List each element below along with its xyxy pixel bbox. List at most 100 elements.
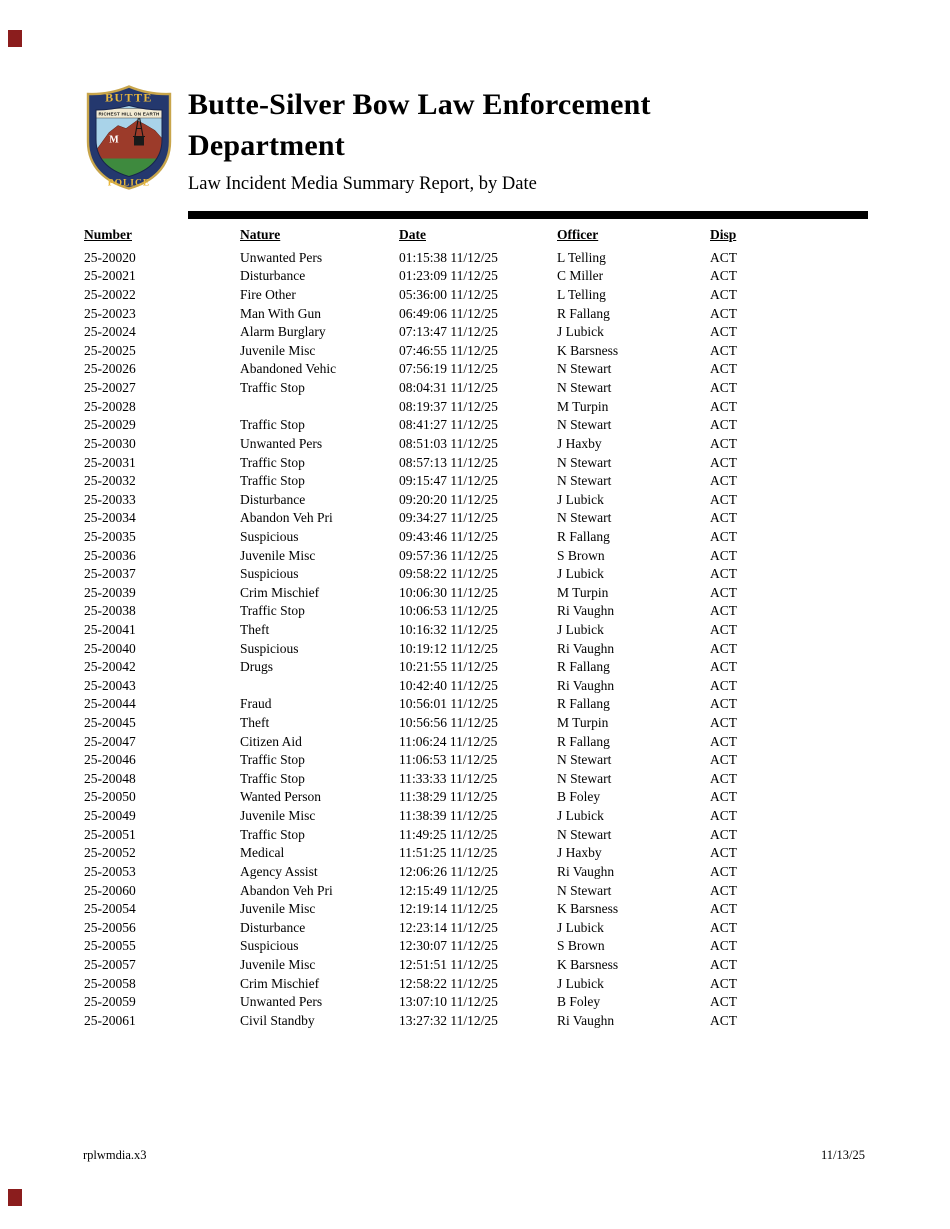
cell-officer: C Miller bbox=[557, 268, 604, 284]
cell-nature: Disturbance bbox=[240, 919, 306, 935]
table-row: 25-20039 Crim Mischief 10:06:30 11/12/25… bbox=[84, 583, 784, 602]
cell-disp: ACT bbox=[710, 956, 737, 972]
cell-officer: B Foley bbox=[557, 994, 601, 1010]
table-row: 25-20036 Juvenile Misc 09:57:36 11/12/25… bbox=[84, 546, 784, 565]
cell-number: 25-20026 bbox=[84, 361, 136, 377]
cell-date: 08:04:31 11/12/25 bbox=[399, 380, 498, 396]
cell-disp: ACT bbox=[710, 677, 737, 693]
cell-disp: ACT bbox=[710, 975, 737, 991]
cell-nature: Medical bbox=[240, 845, 285, 861]
table-row: 25-20037 Suspicious 09:58:22 11/12/25 J … bbox=[84, 564, 784, 583]
cell-number: 25-20037 bbox=[84, 566, 136, 582]
table-row: 25-20035 Suspicious 09:43:46 11/12/25 R … bbox=[84, 527, 784, 546]
table-row: 25-20057 Juvenile Misc 12:51:51 11/12/25… bbox=[84, 955, 784, 974]
table-row: 25-20060 Abandon Veh Pri 12:15:49 11/12/… bbox=[84, 881, 784, 900]
cell-disp: ACT bbox=[710, 361, 737, 377]
table-row: 25-20048 Traffic Stop 11:33:33 11/12/25 … bbox=[84, 769, 784, 788]
cell-nature: Traffic Stop bbox=[240, 826, 305, 842]
cell-date: 12:51:51 11/12/25 bbox=[399, 956, 498, 972]
cell-disp: ACT bbox=[710, 826, 737, 842]
cell-number: 25-20052 bbox=[84, 845, 136, 861]
cell-number: 25-20036 bbox=[84, 547, 136, 563]
cell-number: 25-20029 bbox=[84, 417, 136, 433]
cell-nature: Suspicious bbox=[240, 566, 299, 582]
cell-officer: M Turpin bbox=[557, 715, 609, 731]
cell-number: 25-20022 bbox=[84, 287, 136, 303]
cell-date: 10:16:32 11/12/25 bbox=[399, 621, 498, 637]
table-row: 25-20034 Abandon Veh Pri 09:34:27 11/12/… bbox=[84, 509, 784, 528]
cell-number: 25-20048 bbox=[84, 770, 136, 786]
page-corner-mark-bottom bbox=[8, 1189, 22, 1206]
cell-disp: ACT bbox=[710, 380, 737, 396]
table-row: 25-20043 10:42:40 11/12/25 Ri Vaughn ACT bbox=[84, 676, 784, 695]
table-row: 25-20047 Citizen Aid 11:06:24 11/12/25 R… bbox=[84, 732, 784, 751]
table-row: 25-20032 Traffic Stop 09:15:47 11/12/25 … bbox=[84, 471, 784, 490]
cell-date: 09:43:46 11/12/25 bbox=[399, 528, 498, 544]
cell-number: 25-20061 bbox=[84, 1012, 136, 1028]
cell-date: 11:06:24 11/12/25 bbox=[399, 733, 498, 749]
table-row: 25-20054 Juvenile Misc 12:19:14 11/12/25… bbox=[84, 899, 784, 918]
footer-print-date: 11/13/25 bbox=[821, 1148, 865, 1162]
cell-date: 11:49:25 11/12/25 bbox=[399, 826, 498, 842]
cell-number: 25-20051 bbox=[84, 826, 136, 842]
cell-nature: Juvenile Misc bbox=[240, 342, 316, 358]
table-row: 25-20059 Unwanted Pers 13:07:10 11/12/25… bbox=[84, 992, 784, 1011]
cell-nature: Theft bbox=[240, 621, 270, 637]
cell-number: 25-20057 bbox=[84, 956, 136, 972]
cell-number: 25-20033 bbox=[84, 491, 136, 507]
cell-officer: R Fallang bbox=[557, 528, 610, 544]
column-header-disp: Disp bbox=[710, 227, 737, 242]
cell-date: 01:23:09 11/12/25 bbox=[399, 268, 498, 284]
cell-nature: Juvenile Misc bbox=[240, 956, 316, 972]
cell-disp: ACT bbox=[710, 733, 737, 749]
cell-officer: K Barsness bbox=[557, 342, 619, 358]
cell-date: 08:19:37 11/12/25 bbox=[399, 398, 498, 414]
cell-disp: ACT bbox=[710, 342, 737, 358]
cell-nature: Fraud bbox=[240, 696, 272, 712]
badge-banner-text: RICHEST HILL ON EARTH bbox=[98, 111, 160, 116]
cell-nature: Juvenile Misc bbox=[240, 547, 316, 563]
cell-nature: Traffic Stop bbox=[240, 417, 305, 433]
table-row: 25-20027 Traffic Stop 08:04:31 11/12/25 … bbox=[84, 378, 784, 397]
table-row: 25-20021 Disturbance 01:23:09 11/12/25 C… bbox=[84, 267, 784, 286]
cell-number: 25-20041 bbox=[84, 621, 136, 637]
cell-date: 12:06:26 11/12/25 bbox=[399, 863, 498, 879]
cell-nature: Unwanted Pers bbox=[240, 249, 323, 265]
incident-table: Number Nature Date Officer Disp 25-20020… bbox=[84, 226, 784, 1030]
cell-number: 25-20050 bbox=[84, 789, 136, 805]
cell-officer: J Lubick bbox=[557, 324, 604, 340]
footer-report-id: rplwmdia.x3 bbox=[83, 1148, 147, 1162]
cell-nature: Wanted Person bbox=[240, 789, 322, 805]
cell-number: 25-20043 bbox=[84, 677, 136, 693]
cell-date: 09:57:36 11/12/25 bbox=[399, 547, 498, 563]
cell-number: 25-20023 bbox=[84, 305, 136, 321]
cell-number: 25-20034 bbox=[84, 510, 136, 526]
table-row: 25-20045 Theft 10:56:56 11/12/25 M Turpi… bbox=[84, 713, 784, 732]
cell-officer: Ri Vaughn bbox=[557, 640, 615, 656]
cell-disp: ACT bbox=[710, 715, 737, 731]
cell-number: 25-20045 bbox=[84, 715, 136, 731]
cell-date: 09:20:20 11/12/25 bbox=[399, 491, 498, 507]
cell-officer: N Stewart bbox=[557, 417, 612, 433]
table-row: 25-20040 Suspicious 10:19:12 11/12/25 Ri… bbox=[84, 639, 784, 658]
cell-date: 09:34:27 11/12/25 bbox=[399, 510, 498, 526]
cell-disp: ACT bbox=[710, 845, 737, 861]
cell-number: 25-20028 bbox=[84, 398, 136, 414]
cell-date: 10:56:56 11/12/25 bbox=[399, 715, 498, 731]
incident-table-header-row: Number Nature Date Officer Disp bbox=[84, 226, 784, 248]
cell-number: 25-20021 bbox=[84, 268, 136, 284]
butte-police-badge-logo: M RICHEST HILL ON EARTH BUTTE POLICE bbox=[86, 85, 172, 190]
cell-nature: Traffic Stop bbox=[240, 603, 305, 619]
cell-officer: J Haxby bbox=[557, 435, 602, 451]
cell-officer: Ri Vaughn bbox=[557, 863, 615, 879]
cell-officer: R Fallang bbox=[557, 659, 610, 675]
cell-number: 25-20055 bbox=[84, 938, 136, 954]
cell-nature: Drugs bbox=[240, 659, 273, 675]
badge-top-text: BUTTE bbox=[105, 91, 153, 105]
cell-number: 25-20038 bbox=[84, 603, 136, 619]
cell-officer: K Barsness bbox=[557, 956, 619, 972]
cell-number: 25-20047 bbox=[84, 733, 136, 749]
cell-officer: J Lubick bbox=[557, 808, 604, 824]
column-header-date: Date bbox=[399, 227, 426, 242]
table-row: 25-20020 Unwanted Pers 01:15:38 11/12/25… bbox=[84, 248, 784, 267]
